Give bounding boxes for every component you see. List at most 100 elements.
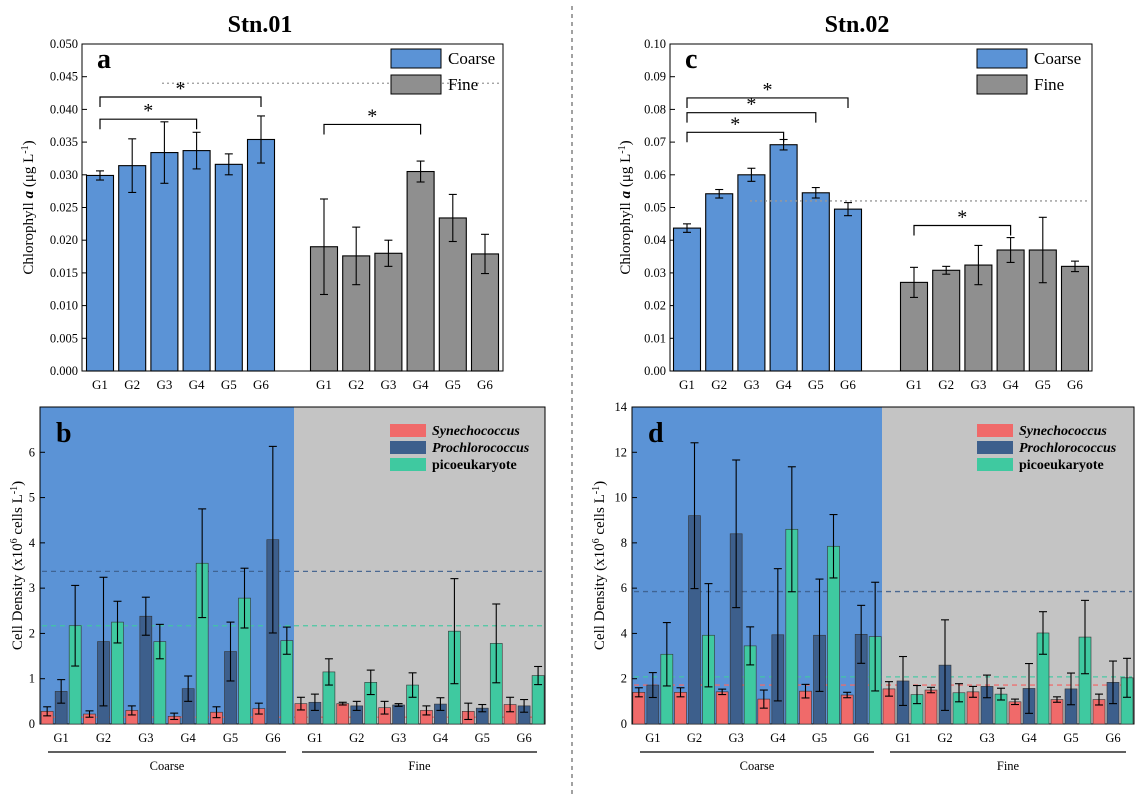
panel-d-errorbar-coarse-synechococcus-G2 bbox=[676, 687, 685, 698]
panel-c-ytick-label: 0.10 bbox=[644, 37, 666, 51]
panel-b-xtick-label: G5 bbox=[223, 731, 238, 745]
panel-d-bar-fine-synechococcus-G5 bbox=[1050, 699, 1064, 725]
panel-d-xtick-label: G6 bbox=[1105, 731, 1120, 745]
panel-d-legend-swatch-synechococcus bbox=[977, 424, 1013, 437]
panel-c-bar-fine-G4 bbox=[996, 249, 1025, 372]
panel-d-xtick-label: G3 bbox=[729, 731, 744, 745]
panel-d-errorbar-coarse-prochlorococcus-G1 bbox=[648, 672, 657, 699]
panel-d-bar-fine-synechococcus-G2 bbox=[924, 689, 938, 725]
panel-a-xtick-label: G4 bbox=[413, 377, 429, 392]
panel-c-ytick-label: 0.02 bbox=[644, 299, 666, 313]
panel-c-xtick-label: G2 bbox=[938, 377, 954, 392]
panel-b-errorbar-coarse-prochlorococcus-G5 bbox=[226, 621, 235, 682]
panel-c-legend-label-fine: Fine bbox=[1034, 75, 1064, 94]
panel-d-group-label-fine: Fine bbox=[997, 759, 1020, 773]
panel-c-ytick-label: 0.08 bbox=[644, 102, 666, 116]
panel-a-bar-coarse-G6 bbox=[246, 138, 276, 372]
panel-d-errorbar-fine-prochlorococcus-G4 bbox=[1025, 662, 1033, 714]
panel-a-bar-fine-G4 bbox=[406, 170, 435, 372]
panel-c-errorbar-coarse-G2 bbox=[715, 188, 724, 199]
panel-b-errorbar-coarse-synechococcus-G5 bbox=[212, 706, 221, 719]
panel-b-xtick-label: G1 bbox=[307, 731, 322, 745]
panel-d-xtick-label: G4 bbox=[770, 731, 786, 745]
panel-a-bar-coarse-G1 bbox=[85, 174, 115, 372]
panel-a-sig-bracket-2 bbox=[323, 123, 422, 135]
panel-a-ytick-label: 0.020 bbox=[50, 233, 78, 247]
panel-b-legend-swatch-picoeukaryote bbox=[390, 458, 426, 471]
panel-d-errorbar-coarse-synechococcus-G6 bbox=[843, 691, 852, 699]
panel-d-bar-coarse-synechococcus-G6 bbox=[840, 694, 854, 725]
panel-b-xtick-label: G3 bbox=[391, 731, 406, 745]
panel-a-sig-star-2: * bbox=[367, 105, 377, 127]
panel-d-errorbar-fine-picoeukaryote-G5 bbox=[1081, 599, 1089, 675]
panel-c-errorbar-fine-G3 bbox=[974, 244, 983, 286]
panel-b-legend-swatch-prochlorococcus bbox=[390, 441, 426, 454]
panel-c-sig-bracket-2 bbox=[686, 131, 785, 143]
panel-d-bar-coarse-synechococcus-G3 bbox=[715, 691, 729, 725]
panel-d-errorbar-coarse-synechococcus-G5 bbox=[801, 683, 810, 699]
panel-d-xtick-label: G1 bbox=[645, 731, 660, 745]
panel-b-background-coarse bbox=[40, 407, 294, 724]
panel-c-ytick-label: 0.00 bbox=[644, 364, 666, 378]
panel-d-ytick-label: 10 bbox=[615, 491, 628, 505]
panel-b-errorbar-fine-prochlorococcus-G4 bbox=[436, 697, 445, 711]
panel-d-errorbar-coarse-picoeukaryote-G1 bbox=[662, 622, 671, 687]
panel-a-ytick-label: 0.050 bbox=[50, 37, 78, 51]
panel-d-xtick-label: G4 bbox=[1021, 731, 1037, 745]
panel-d-errorbar-fine-prochlorococcus-G5 bbox=[1067, 672, 1075, 706]
panel-d-legend-swatch-prochlorococcus bbox=[977, 441, 1013, 454]
panel-c-errorbar-coarse-G5 bbox=[811, 187, 820, 199]
panel-b-errorbar-fine-prochlorococcus-G2 bbox=[352, 700, 361, 711]
panel-b-xtick-label: G6 bbox=[265, 731, 280, 745]
panel-a-errorbar-coarse-G5 bbox=[224, 153, 233, 176]
panel-d-errorbar-fine-synechococcus-G4 bbox=[1011, 698, 1019, 706]
panel-b-xtick-label: G3 bbox=[138, 731, 153, 745]
panel-a-ytick-label: 0.030 bbox=[50, 168, 78, 182]
panel-c-xtick-label: G2 bbox=[711, 377, 727, 392]
panel-d-letter: d bbox=[648, 418, 664, 449]
panel-b-legend-label-prochlorococcus: Prochlorococcus bbox=[432, 441, 530, 456]
panel-c-xtick-label: G6 bbox=[840, 377, 856, 392]
chart-panels: 0.0000.0050.0100.0150.0200.0250.0300.035… bbox=[9, 37, 1135, 773]
panel-d-bar-fine-synechococcus-G4 bbox=[1008, 701, 1022, 725]
panel-b-xtick-label: G4 bbox=[433, 731, 449, 745]
panel-d-errorbar-coarse-synechococcus-G1 bbox=[634, 687, 643, 698]
panel-c-xtick-label: G3 bbox=[743, 377, 759, 392]
panel-d-errorbar-fine-prochlorococcus-G1 bbox=[899, 655, 907, 706]
panel-d-errorbar-fine-picoeukaryote-G6 bbox=[1123, 657, 1131, 698]
panel-c-bar-coarse-G5 bbox=[801, 192, 830, 372]
panel-a-ytick-label: 0.035 bbox=[50, 135, 78, 149]
panel-d-errorbar-fine-picoeukaryote-G1 bbox=[913, 684, 921, 705]
panel-d-legend-label-prochlorococcus: Prochlorococcus bbox=[1019, 441, 1117, 456]
panel-b-legend-label-picoeukaryote: picoeukaryote bbox=[432, 458, 517, 473]
panel-d-ytick-label: 12 bbox=[615, 445, 628, 459]
panel-a-xtick-label: G4 bbox=[189, 377, 205, 392]
panel-c-errorbar-fine-G6 bbox=[1071, 260, 1079, 273]
panel-d-background-coarse bbox=[632, 407, 882, 724]
panel-c-letter: c bbox=[685, 44, 697, 75]
panel-a-errorbar-fine-G4 bbox=[416, 160, 425, 183]
panel-d-errorbar-coarse-picoeukaryote-G6 bbox=[871, 581, 880, 692]
panel-b-errorbar-fine-picoeukaryote-G6 bbox=[534, 665, 543, 686]
panel-d-ytick-label: 14 bbox=[615, 400, 628, 414]
panel-a-ytick-label: 0.015 bbox=[50, 266, 78, 280]
panel-d-xtick-label: G6 bbox=[854, 731, 869, 745]
panel-d-legend-swatch-picoeukaryote bbox=[977, 458, 1013, 471]
panel-c-ytick-label: 0.07 bbox=[644, 135, 666, 149]
panel-d-errorbar-fine-prochlorococcus-G6 bbox=[1109, 660, 1117, 705]
panel-a-errorbar-coarse-G6 bbox=[257, 115, 265, 164]
panel-c-xtick-label: G1 bbox=[679, 377, 695, 392]
panel-c-errorbar-coarse-G3 bbox=[747, 167, 756, 182]
panel-a-errorbar-coarse-G2 bbox=[128, 138, 137, 194]
panel-c-bar-coarse-G6 bbox=[833, 208, 863, 372]
panel-c-frame bbox=[669, 43, 1093, 372]
panel-d-ytick-label: 6 bbox=[621, 581, 627, 595]
panel-d-errorbar-coarse-picoeukaryote-G5 bbox=[829, 514, 838, 579]
panel-c-bar-fine-G2 bbox=[932, 269, 961, 372]
panel-b-errorbar-coarse-prochlorococcus-G4 bbox=[184, 675, 193, 702]
panel-a-ytick-label: 0.000 bbox=[50, 364, 78, 378]
panel-a-legend-label-coarse: Coarse bbox=[448, 49, 495, 68]
panel-a-errorbar-fine-G5 bbox=[448, 193, 457, 243]
panel-c-xtick-label: G4 bbox=[1003, 377, 1019, 392]
panel-c-sig-bracket-0 bbox=[686, 97, 849, 108]
